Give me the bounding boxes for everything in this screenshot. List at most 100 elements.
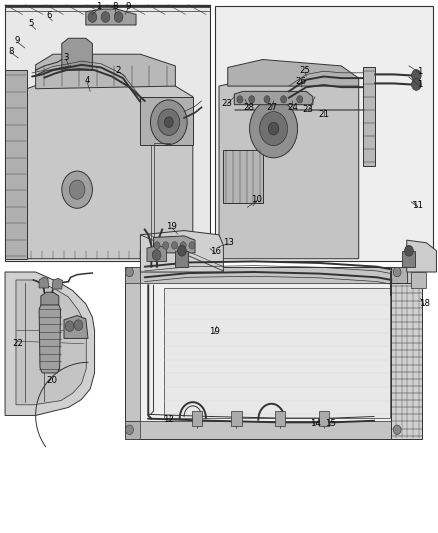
Circle shape xyxy=(412,79,421,90)
Polygon shape xyxy=(392,421,407,439)
Polygon shape xyxy=(39,277,49,288)
Polygon shape xyxy=(164,288,390,418)
Text: 1: 1 xyxy=(417,80,423,89)
Circle shape xyxy=(177,246,186,256)
Polygon shape xyxy=(228,60,359,86)
Text: 5: 5 xyxy=(28,19,34,28)
Text: 1: 1 xyxy=(96,2,102,11)
Text: 8: 8 xyxy=(112,2,118,11)
Circle shape xyxy=(180,242,186,249)
Circle shape xyxy=(260,111,288,146)
Circle shape xyxy=(88,12,97,22)
Polygon shape xyxy=(35,54,175,88)
Text: 23: 23 xyxy=(303,105,314,114)
Text: 4: 4 xyxy=(85,76,90,85)
Polygon shape xyxy=(147,246,166,261)
Circle shape xyxy=(164,117,173,127)
Text: 6: 6 xyxy=(46,11,52,20)
Circle shape xyxy=(126,267,134,277)
Circle shape xyxy=(69,180,85,199)
Text: 10: 10 xyxy=(251,195,262,204)
Polygon shape xyxy=(219,78,359,259)
Circle shape xyxy=(114,12,123,22)
Text: 9: 9 xyxy=(14,36,20,45)
Circle shape xyxy=(65,321,74,332)
Circle shape xyxy=(158,109,180,135)
Polygon shape xyxy=(62,38,92,70)
Text: 19: 19 xyxy=(209,327,220,336)
Text: 19: 19 xyxy=(166,222,177,231)
Circle shape xyxy=(393,267,401,277)
Text: 26: 26 xyxy=(296,77,307,86)
Text: 25: 25 xyxy=(300,66,311,75)
Polygon shape xyxy=(153,236,195,253)
Polygon shape xyxy=(223,150,263,203)
Text: 20: 20 xyxy=(47,376,58,385)
Circle shape xyxy=(250,99,297,158)
Polygon shape xyxy=(39,303,60,373)
Polygon shape xyxy=(141,282,392,421)
Polygon shape xyxy=(141,96,193,144)
Circle shape xyxy=(297,95,303,103)
Text: 16: 16 xyxy=(210,247,221,256)
Circle shape xyxy=(281,95,287,103)
Circle shape xyxy=(237,95,243,103)
Circle shape xyxy=(162,242,169,249)
Polygon shape xyxy=(125,266,422,282)
Circle shape xyxy=(249,95,255,103)
Text: 28: 28 xyxy=(243,103,254,112)
Circle shape xyxy=(62,171,92,208)
Circle shape xyxy=(154,242,160,249)
Text: 8: 8 xyxy=(8,46,14,55)
Bar xyxy=(231,411,242,426)
Polygon shape xyxy=(41,292,59,305)
Polygon shape xyxy=(392,282,422,439)
Circle shape xyxy=(393,425,401,434)
Polygon shape xyxy=(125,266,141,439)
Text: 2: 2 xyxy=(116,66,121,75)
Polygon shape xyxy=(125,421,141,439)
Circle shape xyxy=(74,320,83,330)
Text: 23: 23 xyxy=(221,99,232,108)
Polygon shape xyxy=(392,266,407,282)
Bar xyxy=(275,411,286,426)
Polygon shape xyxy=(16,280,86,405)
Polygon shape xyxy=(52,278,63,289)
Text: 3: 3 xyxy=(64,53,69,62)
Polygon shape xyxy=(215,6,433,261)
Text: 1: 1 xyxy=(417,67,423,76)
Text: 27: 27 xyxy=(266,103,277,112)
Polygon shape xyxy=(175,251,188,266)
Polygon shape xyxy=(363,68,375,166)
Circle shape xyxy=(412,70,421,82)
Circle shape xyxy=(171,242,177,249)
Bar xyxy=(192,411,202,426)
Text: 11: 11 xyxy=(412,200,423,209)
Circle shape xyxy=(101,12,110,22)
Circle shape xyxy=(126,425,134,434)
Text: 15: 15 xyxy=(325,419,336,428)
Bar xyxy=(318,411,329,426)
Polygon shape xyxy=(64,316,88,338)
Circle shape xyxy=(152,249,161,260)
Polygon shape xyxy=(5,272,95,415)
Polygon shape xyxy=(27,81,193,259)
Circle shape xyxy=(268,122,279,135)
Text: 24: 24 xyxy=(288,103,299,112)
Polygon shape xyxy=(392,266,407,439)
Circle shape xyxy=(150,100,187,144)
Polygon shape xyxy=(411,272,426,288)
Polygon shape xyxy=(407,240,436,272)
Circle shape xyxy=(189,242,195,249)
Text: 12: 12 xyxy=(163,415,174,424)
Circle shape xyxy=(405,246,413,256)
Polygon shape xyxy=(125,266,141,282)
Polygon shape xyxy=(125,421,392,439)
Text: 9: 9 xyxy=(126,2,131,11)
Text: 14: 14 xyxy=(310,419,321,428)
Text: 21: 21 xyxy=(318,110,329,119)
Polygon shape xyxy=(141,231,223,272)
Circle shape xyxy=(264,95,270,103)
Polygon shape xyxy=(403,251,416,266)
Text: 18: 18 xyxy=(419,300,430,309)
